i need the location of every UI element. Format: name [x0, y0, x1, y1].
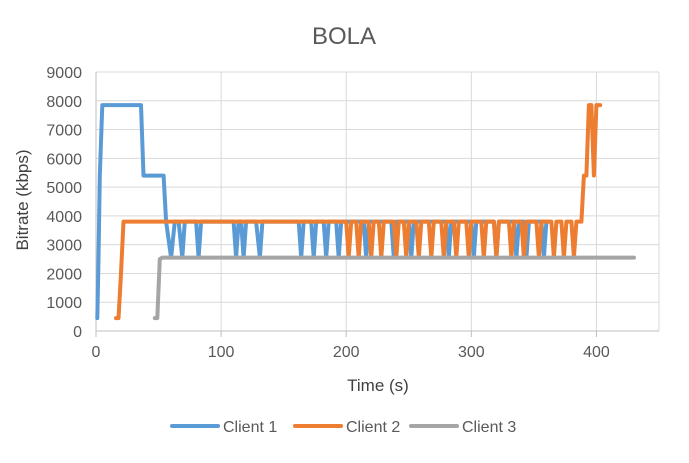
- y-tick-label: 0: [73, 324, 82, 341]
- y-axis-label: Bitrate (kbps): [13, 149, 32, 250]
- series-lines: [95, 103, 636, 321]
- y-tick-label: 8000: [46, 94, 82, 111]
- axes: [95, 72, 659, 337]
- y-tick-label: 6000: [46, 151, 82, 168]
- legend-label: Client 3: [462, 419, 516, 436]
- y-tick-labels: 0 1000 2000 3000 4000 5000 6000 7000 8000 9000: [46, 65, 82, 341]
- series-line-client-2: [114, 103, 603, 321]
- y-tick-label: 1000: [46, 295, 82, 312]
- y-tick-label: 3000: [46, 238, 82, 255]
- series-line-client-1: [95, 103, 551, 321]
- gridlines: [96, 71, 660, 331]
- x-tick-label: 300: [458, 344, 485, 361]
- x-tick-label: 400: [583, 344, 610, 361]
- legend-label: Client 2: [346, 419, 400, 436]
- series-line-client-3: [152, 255, 636, 321]
- x-tick-label: 200: [333, 344, 360, 361]
- x-tick-label: 0: [92, 344, 101, 361]
- y-tick-label: 4000: [46, 209, 82, 226]
- x-axis-label: Time (s): [347, 376, 409, 395]
- x-tick-label: 100: [208, 344, 235, 361]
- legend: Client 1 Client 2 Client 3: [170, 419, 516, 436]
- x-tick-labels: 0 100 200 300 400: [92, 344, 610, 361]
- y-tick-label: 2000: [46, 266, 82, 283]
- y-tick-label: 7000: [46, 123, 82, 140]
- legend-label: Client 1: [223, 419, 277, 436]
- chart-title: BOLA: [312, 23, 376, 50]
- y-tick-label: 5000: [46, 180, 82, 197]
- y-tick-label: 9000: [46, 65, 82, 82]
